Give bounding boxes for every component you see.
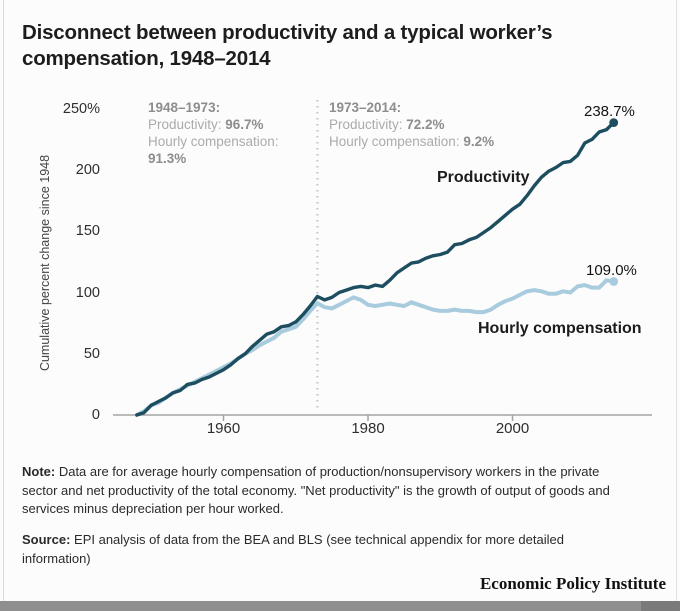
note-text: Data are for average hourly compensation…: [22, 464, 610, 516]
annotation-value: 91.3%: [148, 151, 187, 166]
annotation-label: Hourly compensation:: [148, 134, 279, 149]
compensation-end-value: 109.0%: [586, 262, 637, 279]
annotation-value: 9.2%: [463, 134, 495, 149]
annotation-1973-2014: 1973–2014: Productivity: 72.2% Hourly co…: [329, 99, 569, 150]
annotation-heading: 1973–2014:: [329, 100, 402, 115]
productivity-series-label: Productivity: [437, 169, 530, 186]
x-tick-1960: 1960: [206, 420, 241, 437]
y-tick-250: 250%: [62, 100, 100, 117]
annotation-value: 96.7%: [225, 117, 264, 132]
y-tick-50: 50: [83, 345, 100, 362]
y-tick-200: 200: [75, 162, 100, 178]
source-text: EPI analysis of data from the BEA and BL…: [22, 532, 564, 566]
note-paragraph: Note: Data are for average hourly compen…: [22, 463, 662, 519]
x-axis-tick-marks: [222, 415, 514, 421]
chart-title: Disconnect between productivity and a ty…: [22, 21, 553, 70]
compensation-line: [134, 278, 616, 417]
right-edge-line: [676, 0, 677, 601]
source-paragraph: Source: EPI analysis of data from the BE…: [22, 531, 662, 568]
left-edge-line: [3, 0, 4, 601]
annotation-1948-1973: 1948–1973: Productivity: 96.7% Hourly co…: [148, 99, 328, 167]
annotation-label: Productivity:: [329, 117, 407, 132]
epi-logo-text: Economic Policy Institute: [479, 574, 666, 593]
annotation-label: Hourly compensation:: [329, 134, 464, 149]
y-tick-0: 0: [91, 407, 100, 423]
y-tick-150: 150: [75, 223, 100, 240]
productivity-end-value: 238.7%: [584, 103, 635, 120]
productivity-end-dot: [609, 118, 619, 127]
compensation-end-dot: [609, 277, 619, 286]
x-tick-1980: 1980: [351, 420, 385, 437]
productivity-line: [135, 120, 616, 417]
bottom-scrollbar-track[interactable]: [0, 601, 680, 611]
annotation-value: 72.2%: [406, 117, 445, 132]
annotation-heading: 1948–1973:: [148, 100, 221, 115]
x-tick-2000: 2000: [495, 420, 530, 437]
compensation-series-label: Hourly compensation: [478, 320, 642, 337]
note-label: Note:: [22, 464, 56, 479]
bottom-scrollbar-segment[interactable]: [641, 601, 680, 611]
annotation-label: Productivity:: [148, 117, 226, 132]
y-tick-100: 100: [75, 284, 100, 301]
source-label: Source:: [22, 532, 71, 547]
